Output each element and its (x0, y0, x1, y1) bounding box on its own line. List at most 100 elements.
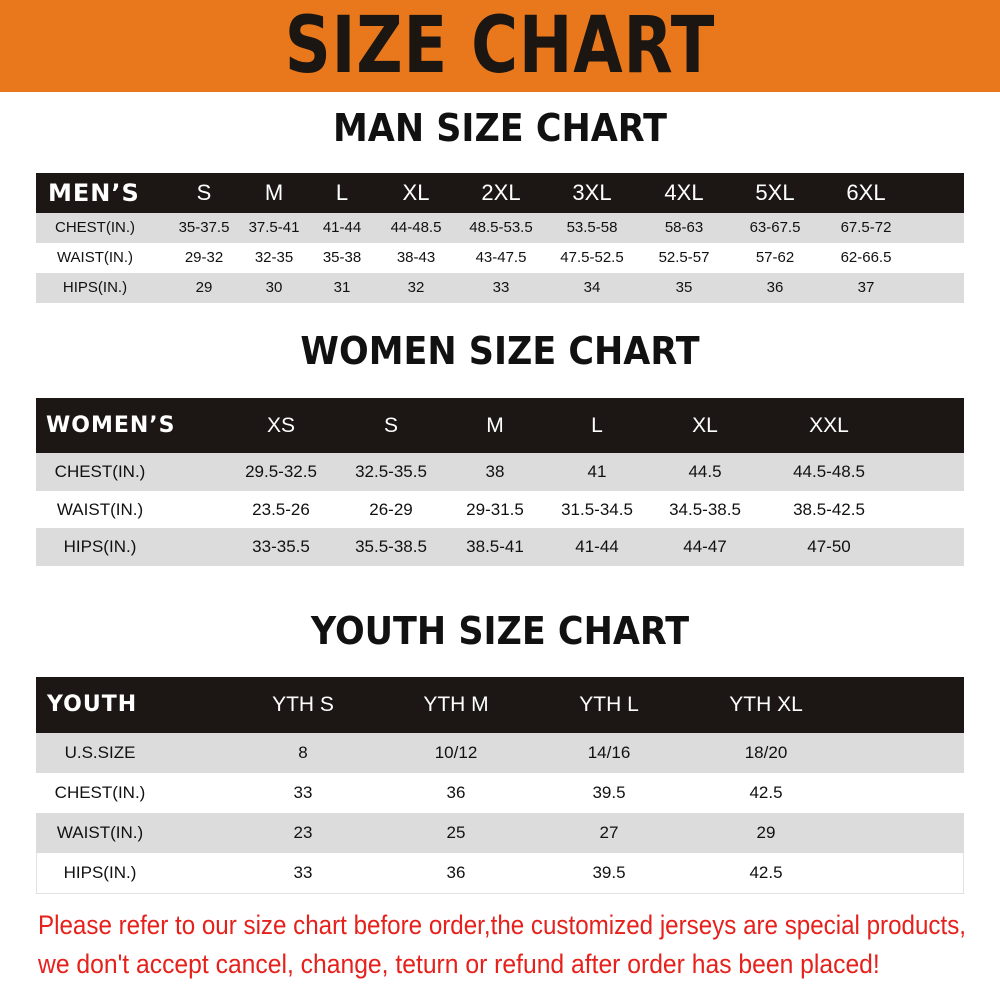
table-row: HIPS(IN.) 29 30 31 32 33 34 35 36 37 (36, 273, 964, 303)
table-cell: 36 (446, 863, 466, 882)
table-cell: 41-44 (575, 537, 619, 557)
table-cell: 33 (293, 863, 313, 882)
table-cell: 44.5 (688, 462, 722, 481)
table-cell: 58-63 (664, 219, 704, 236)
table-cell: 38.5-42.5 (793, 499, 865, 519)
table-cell: 33 (492, 279, 510, 296)
table-cell: 38 (485, 462, 505, 481)
table-header-row: MEN’S S M L XL 2XL 3XL 4XL 5XL 6XL (36, 173, 964, 213)
header-label: WOMEN’S (46, 413, 176, 438)
row-label: WAIST(IN.) (56, 499, 144, 519)
table-cell: 44-48.5 (390, 219, 442, 236)
table-cell: 10/12 (434, 743, 478, 762)
table-cell: 42.5 (749, 783, 783, 802)
size-header: XL (402, 180, 430, 205)
table-cell: 31.5-34.5 (561, 499, 633, 519)
size-header: YTH S (272, 693, 334, 716)
table-row: U.S.SIZE 8 10/12 14/16 18/20 (36, 733, 964, 773)
size-header: YTH L (579, 693, 639, 716)
table-row: WAIST(IN.) 23 25 27 29 (36, 813, 964, 853)
table-cell: 34.5-38.5 (669, 499, 741, 519)
size-header: XXL (809, 414, 849, 437)
row-label: WAIST(IN.) (56, 249, 134, 266)
table-cell: 35.5-38.5 (355, 537, 427, 557)
table-cell: 33-35.5 (252, 537, 310, 557)
table-cell: 36 (446, 783, 466, 802)
notice-line-1: Please refer to our size chart before or… (38, 910, 967, 940)
table-cell: 33 (293, 783, 313, 802)
row-label: HIPS(IN.) (62, 279, 128, 296)
notice-line-2: we don't accept cancel, change, teturn o… (38, 949, 880, 979)
size-header: L (591, 414, 603, 437)
size-header: M (264, 180, 284, 205)
size-header: L (335, 180, 349, 205)
table-cell: 38-43 (396, 249, 436, 266)
page-title: SIZE CHART (284, 1, 716, 91)
table-cell: 36 (766, 279, 784, 296)
table-cell: 39.5 (592, 783, 626, 802)
table-cell: 32.5-35.5 (355, 462, 427, 481)
table-cell: 63-67.5 (749, 219, 801, 236)
table-cell: 29-31.5 (466, 499, 524, 519)
header-banner: SIZE CHART (0, 0, 1000, 92)
row-label: CHEST(IN.) (54, 462, 146, 481)
table-row: WAIST(IN.) 23.5-26 26-29 29-31.5 31.5-34.5 34… (36, 490, 964, 529)
men-section-title: MAN SIZE CHART (332, 106, 668, 150)
table-cell: 31 (333, 279, 351, 296)
size-header: XL (692, 414, 718, 437)
size-header: 3XL (572, 180, 612, 205)
size-header: S (383, 414, 399, 437)
table-cell: 29.5-32.5 (245, 462, 317, 481)
table-row: CHEST(IN.) 35-37.5 37.5-41 41-44 44-48.5 48.5… (36, 213, 964, 243)
table-row: CHEST(IN.) 33 36 39.5 42.5 (36, 773, 964, 813)
youth-section-title: YOUTH SIZE CHART (310, 609, 690, 653)
row-label: WAIST(IN.) (56, 823, 144, 842)
table-cell: 41-44 (322, 219, 362, 236)
table-cell: 44-47 (683, 537, 727, 557)
table-cell: 53.5-58 (566, 219, 618, 236)
size-header: 6XL (846, 180, 886, 205)
table-cell: 14/16 (587, 743, 631, 762)
table-cell: 47.5-52.5 (560, 249, 624, 266)
women-size-table: WOMEN’S XS S M L XL XXL CHEST(IN.) 29.5-32.5 32.5… (36, 398, 964, 567)
table-cell: 34 (583, 279, 601, 296)
size-header: XS (266, 414, 296, 437)
table-cell: 52.5-57 (658, 249, 710, 266)
table-cell: 62-66.5 (840, 249, 892, 266)
size-header: M (486, 414, 504, 437)
table-row: CHEST(IN.) 29.5-32.5 32.5-35.5 38 41 44.5 44.5… (36, 453, 964, 491)
size-header: YTH M (423, 693, 489, 716)
table-cell: 32-35 (254, 249, 294, 266)
header-label: YOUTH (47, 692, 138, 717)
row-label: U.S.SIZE (64, 743, 136, 762)
table-header-row: YOUTH YTH S YTH M YTH L YTH XL (36, 677, 964, 733)
table-cell: 26-29 (369, 499, 413, 519)
table-row: WAIST(IN.) 29-32 32-35 35-38 38-43 43-47.5 47.… (36, 243, 964, 273)
youth-size-table: YOUTH YTH S YTH M YTH L YTH XL U.S.SIZE 8 10/12… (36, 677, 964, 893)
header-label: MEN’S (48, 179, 140, 207)
table-cell: 57-62 (755, 249, 795, 266)
table-cell: 23.5-26 (252, 499, 310, 519)
table-cell: 37 (857, 279, 875, 296)
table-cell: 29 (756, 823, 776, 842)
table-cell: 37.5-41 (248, 219, 300, 236)
table-cell: 8 (298, 743, 308, 762)
table-cell: 67.5-72 (840, 219, 892, 236)
men-size-table: MEN’S S M L XL 2XL 3XL 4XL 5XL 6XL CHEST(IN.) 35-37… (36, 173, 964, 303)
row-label: CHEST(IN.) (54, 783, 146, 802)
table-cell: 32 (407, 279, 425, 296)
row-label: HIPS(IN.) (63, 863, 137, 882)
table-cell: 23 (293, 823, 313, 842)
table-cell: 48.5-53.5 (469, 219, 533, 236)
women-section-title: WOMEN SIZE CHART (300, 329, 700, 373)
table-cell: 18/20 (744, 743, 788, 762)
row-label: CHEST(IN.) (55, 219, 135, 236)
table-cell: 29 (195, 279, 213, 296)
row-label: HIPS(IN.) (63, 537, 137, 557)
table-cell: 41 (587, 462, 607, 481)
size-header: 4XL (664, 180, 704, 205)
table-cell: 35-37.5 (178, 219, 230, 236)
table-cell: 47-50 (807, 537, 851, 557)
size-header: YTH XL (729, 693, 803, 716)
table-cell: 25 (446, 823, 466, 842)
